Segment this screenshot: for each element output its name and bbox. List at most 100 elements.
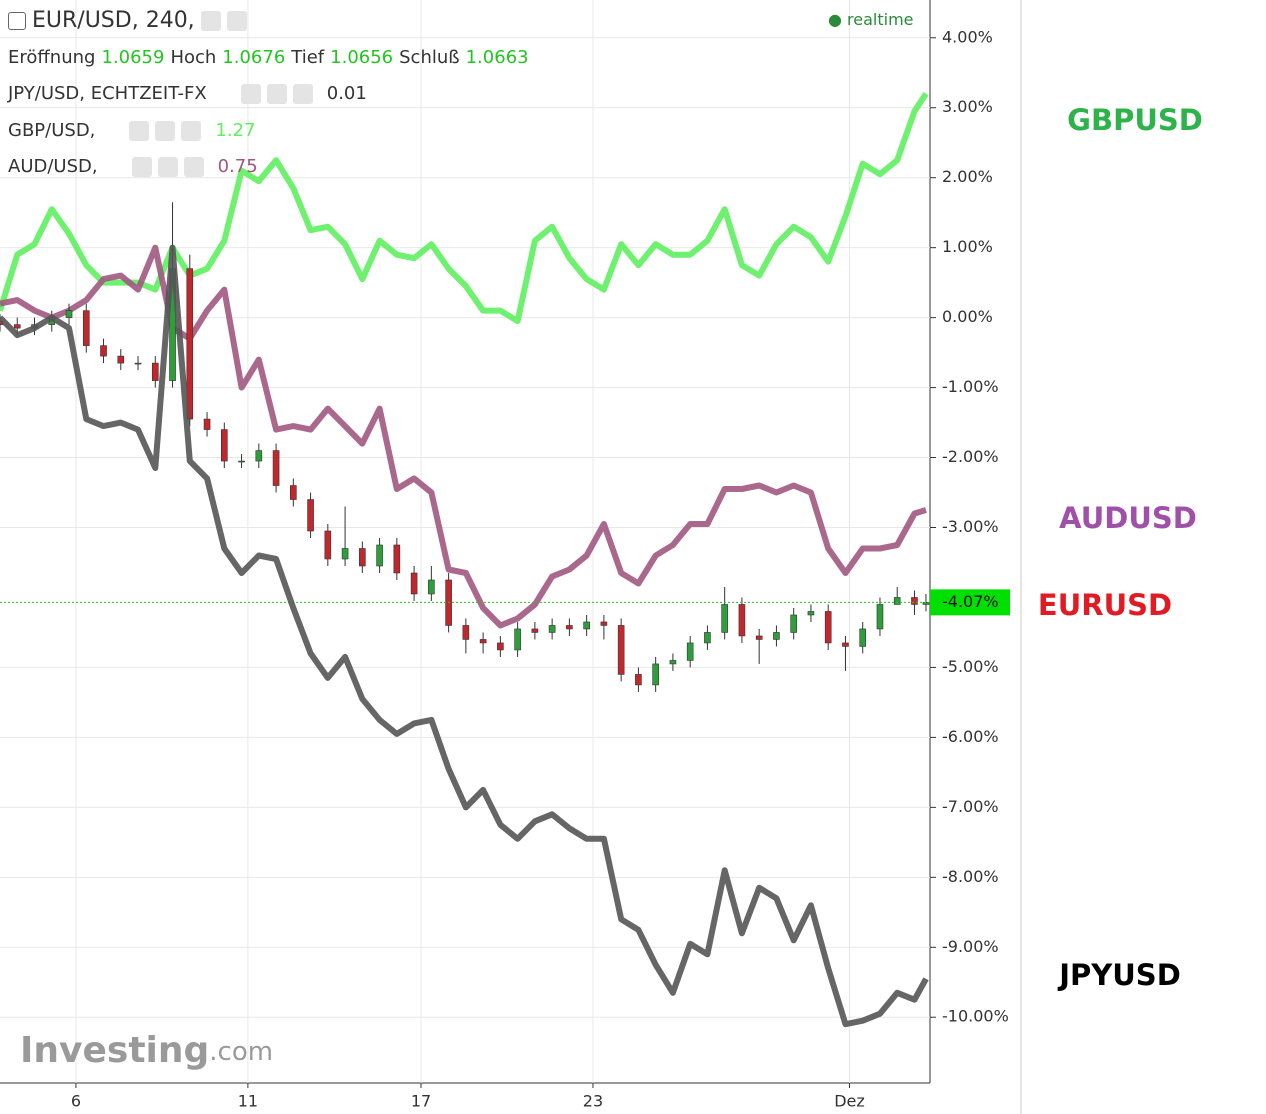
row-name[interactable]: JPY/USD, ECHTZEIT-FX [8, 83, 207, 104]
close-icon[interactable] [183, 157, 204, 177]
main-symbol[interactable]: EUR/USD, 240, [32, 8, 195, 33]
y-tick-label: 3.00% [942, 97, 993, 116]
candle-body [341, 548, 349, 560]
candle-body [272, 450, 280, 486]
candle-body [738, 604, 746, 637]
y-tick-label: 1.00% [942, 237, 993, 256]
candle-body [82, 310, 90, 346]
candle-body [842, 642, 849, 647]
ohlc-value: 1.0676 [222, 47, 286, 68]
y-tick-label: -10.00% [942, 1007, 1009, 1026]
eye-icon[interactable] [129, 120, 150, 141]
close-icon[interactable] [292, 84, 313, 104]
y-tick-label: -7.00% [942, 797, 999, 816]
candle-body [600, 621, 608, 626]
ohlc-row: Eröffnung 1.0659 Hoch 1.0676 Tief 1.0656 Schlu… [8, 47, 535, 68]
candle-body [359, 548, 366, 567]
watermark-text: Investing [20, 1030, 209, 1071]
candle-body [393, 544, 401, 574]
candle-body [221, 429, 228, 462]
legend-row: GBP/USD, 1.27 [8, 120, 261, 141]
candle-body [100, 345, 107, 357]
collapse-icon[interactable] [8, 12, 26, 30]
candle-body [134, 362, 142, 365]
series-line [0, 244, 927, 629]
eye-icon[interactable] [240, 84, 261, 104]
plot-bg [0, 0, 1020, 1114]
candle-body [514, 628, 521, 651]
gear-icon[interactable] [266, 84, 287, 104]
candle-body [566, 625, 573, 630]
last-price-label: -4.07% [942, 592, 999, 611]
row-name[interactable]: AUD/USD, [8, 156, 98, 177]
candle-body [307, 499, 314, 532]
legend-row: AUD/USD, 0.75 [8, 156, 264, 177]
x-tick-label: 6 [71, 1092, 81, 1111]
eye-icon[interactable] [131, 157, 152, 177]
candle-body [548, 625, 556, 633]
y-tick-label: -5.00% [942, 657, 999, 676]
legend-label: GBPUSD [1067, 103, 1203, 137]
y-tick-label: 2.00% [942, 167, 993, 186]
legend-label: EURUSD [1038, 588, 1172, 622]
ohlc-label: Hoch [170, 47, 217, 68]
candle-body [755, 635, 763, 640]
candle-body [117, 355, 125, 364]
candle-body [65, 310, 73, 318]
candle-body [324, 530, 332, 560]
candle-body [704, 632, 711, 644]
x-tick-label: 23 [583, 1092, 603, 1111]
ohlc-label: Schluß [399, 47, 460, 68]
candle-body [255, 450, 263, 462]
candle-body [479, 639, 487, 644]
status: ● realtime [828, 10, 914, 29]
status-text: realtime [847, 10, 914, 29]
candle-body [428, 579, 435, 595]
candle-body [652, 663, 659, 686]
y-tick-label: -1.00% [942, 377, 999, 396]
last-price-box [930, 589, 1010, 616]
candle-body [824, 611, 832, 644]
ohlc-label: Tief [291, 47, 325, 68]
candle-body [773, 632, 780, 640]
candle-body [376, 544, 383, 567]
row-value: 0.75 [217, 156, 258, 177]
watermark-suffix: .com [209, 1037, 273, 1067]
candle-body [686, 642, 694, 661]
series-line [0, 244, 929, 1028]
y-tick-label: 4.00% [942, 27, 993, 46]
y-tick-label: -3.00% [942, 517, 999, 536]
candle-body [911, 597, 918, 605]
candle-body [893, 597, 901, 605]
gear-icon[interactable] [226, 11, 247, 31]
candle-body [186, 268, 194, 420]
row-name[interactable]: GBP/USD, [8, 119, 96, 141]
candle-body [462, 625, 470, 640]
x-tick-label: 17 [411, 1092, 431, 1111]
row-value: 1.27 [215, 119, 256, 141]
candle-body [790, 614, 797, 633]
marks [0, 92, 930, 1028]
candle-body [859, 628, 867, 647]
candle-body [669, 660, 677, 665]
candle-body [721, 604, 728, 633]
candle-body [13, 324, 21, 329]
ohlc-value: 1.0656 [330, 47, 394, 68]
series-line [0, 92, 929, 325]
ohlc-value: 1.0659 [101, 47, 165, 68]
legend-label: AUDUSD [1059, 501, 1197, 535]
eye-icon[interactable] [200, 11, 221, 31]
y-tick-label: -2.00% [942, 447, 999, 466]
candle-body [238, 460, 245, 463]
candle-body [635, 674, 642, 686]
gear-icon[interactable] [155, 120, 176, 141]
candle-body [583, 621, 590, 630]
candle-body [807, 611, 815, 616]
y-tick-label: -6.00% [942, 727, 999, 746]
ohlc-value: 1.0663 [465, 47, 529, 68]
close-icon[interactable] [181, 120, 202, 141]
gear-icon[interactable] [157, 157, 178, 177]
candle-body [151, 362, 159, 381]
